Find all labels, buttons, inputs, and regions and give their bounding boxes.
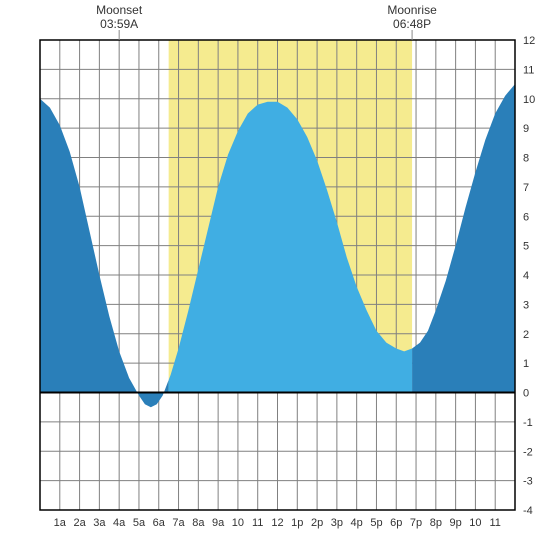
y-tick-label: 0 bbox=[523, 388, 529, 400]
y-tick-label: -2 bbox=[523, 446, 533, 458]
y-tick-label: 6 bbox=[523, 211, 529, 223]
x-tick-label: 2a bbox=[73, 517, 86, 529]
x-tick-label: 8p bbox=[430, 517, 442, 529]
y-tick-label: -1 bbox=[523, 417, 533, 429]
moon-event-time: 03:59A bbox=[100, 17, 138, 31]
x-tick-label: 5a bbox=[133, 517, 146, 529]
y-tick-label: 3 bbox=[523, 299, 529, 311]
x-tick-label: 2p bbox=[311, 517, 323, 529]
x-tick-label: 10 bbox=[469, 517, 481, 529]
y-tick-label: 11 bbox=[523, 64, 534, 76]
x-tick-label: 8a bbox=[192, 517, 205, 529]
moon-event-label: Moonrise bbox=[387, 3, 437, 17]
y-tick-label: 1 bbox=[523, 358, 529, 370]
y-tick-label: 8 bbox=[523, 153, 529, 165]
tide-chart: 1a2a3a4a5a6a7a8a9a1011121p2p3p4p5p6p7p8p… bbox=[0, 0, 550, 550]
y-tick-label: 12 bbox=[523, 35, 535, 47]
x-tick-label: 10 bbox=[232, 517, 244, 529]
tide-area-night-pre bbox=[40, 99, 169, 407]
x-tick-label: 1a bbox=[54, 517, 67, 529]
chart-svg: 1a2a3a4a5a6a7a8a9a1011121p2p3p4p5p6p7p8p… bbox=[0, 0, 550, 550]
y-tick-label: 7 bbox=[523, 182, 529, 194]
y-tick-label: 9 bbox=[523, 123, 529, 135]
x-tick-label: 5p bbox=[370, 517, 382, 529]
x-tick-label: 3a bbox=[93, 517, 106, 529]
x-tick-label: 9p bbox=[450, 517, 462, 529]
x-tick-label: 3p bbox=[331, 517, 343, 529]
x-tick-label: 11 bbox=[252, 517, 263, 529]
x-tick-label: 4a bbox=[113, 517, 126, 529]
y-tick-label: 4 bbox=[523, 270, 529, 282]
y-tick-label: -4 bbox=[523, 505, 533, 517]
x-tick-label: 9a bbox=[212, 517, 225, 529]
x-tick-label: 12 bbox=[271, 517, 283, 529]
y-tick-label: -3 bbox=[523, 476, 533, 488]
x-tick-label: 7p bbox=[410, 517, 422, 529]
x-tick-label: 6a bbox=[153, 517, 166, 529]
tide-area-night-post bbox=[412, 84, 515, 392]
y-tick-label: 2 bbox=[523, 329, 529, 341]
x-tick-label: 4p bbox=[351, 517, 363, 529]
x-tick-label: 7a bbox=[172, 517, 185, 529]
moon-event-label: Moonset bbox=[96, 3, 143, 17]
x-tick-label: 11 bbox=[489, 517, 500, 529]
moon-event-time: 06:48P bbox=[393, 17, 431, 31]
y-tick-label: 5 bbox=[523, 241, 529, 253]
y-tick-label: 10 bbox=[523, 94, 535, 106]
x-tick-label: 6p bbox=[390, 517, 402, 529]
x-tick-label: 1p bbox=[291, 517, 303, 529]
